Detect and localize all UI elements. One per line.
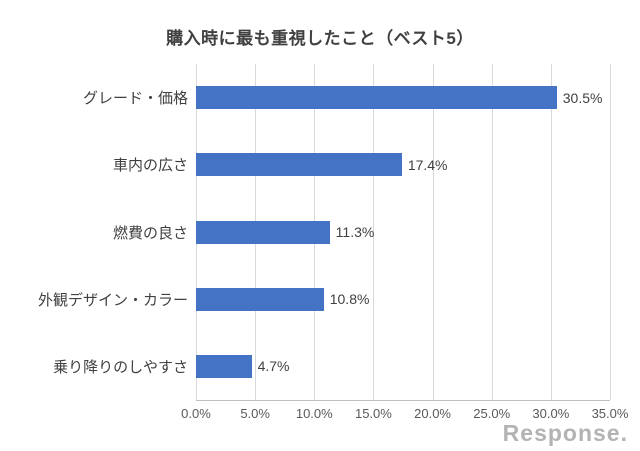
category-label: 乗り降りのしやすさ (53, 358, 188, 376)
x-tick-label: 30.0% (532, 406, 570, 421)
bar-row: 10.8% (196, 266, 610, 333)
x-tick-label: 0.0% (181, 406, 211, 421)
x-tick-label: 20.0% (414, 406, 451, 421)
bar (196, 153, 402, 177)
gridline (491, 64, 493, 400)
category-label: グレード・価格 (82, 90, 188, 108)
x-tick-label: 10.0% (295, 406, 333, 421)
category-label: 燃費の良さ (112, 224, 188, 242)
bar-row: 30.5% (196, 64, 610, 131)
gridline (432, 64, 434, 400)
value-axis: 0.0% 5.0% 10.0% 15.0% 20.0% 25.0% 30.0% 35.0% (181, 406, 628, 424)
bar (196, 354, 252, 378)
bar-value-label: 4.7% (257, 358, 290, 375)
gridline (610, 64, 611, 400)
x-tick-label: 25.0% (473, 406, 511, 421)
category-label: 車内の広さ (112, 157, 188, 175)
x-tick-label: 5.0% (240, 406, 270, 421)
bar (196, 86, 557, 110)
bar-row: 4.7% (196, 333, 610, 400)
x-tick-label: 35.0% (591, 406, 629, 421)
bar-value-label: 17.4% (407, 156, 448, 173)
bar-row: 11.3% (196, 198, 610, 265)
chart-title: 購入時に最も重視したこと（ベスト5） (166, 29, 474, 48)
bar-row: 17.4% (196, 131, 610, 198)
gridline (373, 64, 375, 400)
category-axis: グレード・価格車内の広さ燃費の良さ外観デザイン・カラー乗り降りのしやすさ (0, 64, 188, 400)
gridline (550, 64, 552, 400)
watermark-logo: Response. (502, 420, 628, 446)
bar (196, 220, 330, 244)
bar (196, 287, 324, 311)
x-tick-label: 15.0% (354, 406, 392, 421)
plot-area: 30.5% 17.4% 11.3% 10.8% 4.7% (196, 64, 611, 401)
bar-value-label: 30.5% (562, 89, 603, 106)
category-label: 外観デザイン・カラー (37, 291, 188, 309)
bar-value-label: 10.8% (329, 291, 370, 308)
bar-value-label: 11.3% (335, 224, 375, 240)
bar-series: 30.5% 17.4% 11.3% 10.8% 4.7% (196, 64, 610, 400)
